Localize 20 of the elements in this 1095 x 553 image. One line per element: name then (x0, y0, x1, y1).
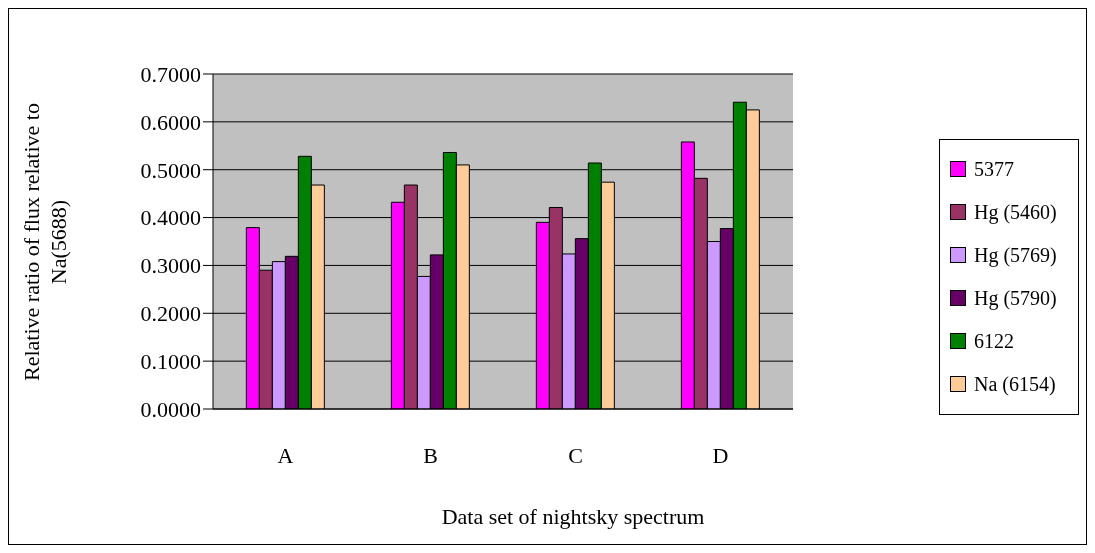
y-tick-label: 0.5000 (140, 157, 201, 183)
legend-label: Hg (5769) (974, 243, 1057, 267)
x-tick-label: B (423, 442, 438, 468)
legend-label: Hg (5460) (974, 200, 1057, 224)
y-axis-title: Relative ratio of flux relative to Na(5688) (17, 101, 71, 383)
legend-label: Hg (5790) (974, 286, 1057, 310)
y-tick-label: 0.4000 (140, 205, 201, 231)
x-tick-label: C (568, 442, 583, 468)
x-tick-label: D (712, 442, 729, 468)
y-tick-label: 0.0000 (140, 396, 201, 422)
y-tick-label: 0.3000 (140, 253, 201, 279)
legend-label: 5377 (974, 157, 1014, 181)
x-axis-title: Data set of nightsky spectrum (440, 504, 706, 530)
x-tick-label: A (277, 442, 294, 468)
y-tick-label: 0.6000 (140, 109, 201, 135)
y-tick-label: 0.1000 (140, 348, 201, 374)
legend-label: Na (6154) (974, 372, 1056, 396)
legend-label: 6122 (974, 329, 1014, 353)
y-tick-label: 0.7000 (140, 61, 201, 87)
y-tick-label: 0.2000 (140, 301, 201, 327)
